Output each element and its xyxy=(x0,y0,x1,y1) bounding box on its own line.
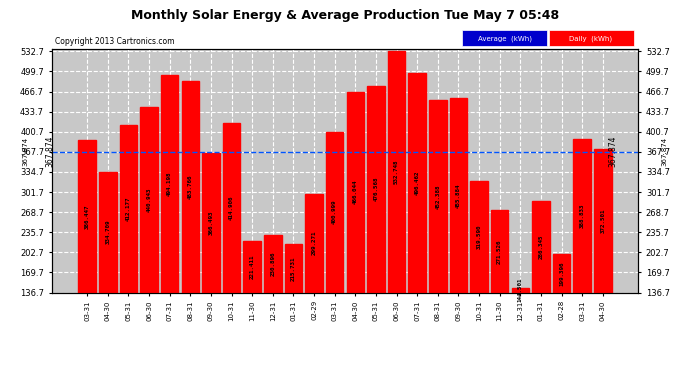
Bar xyxy=(99,172,117,292)
Text: 494.198: 494.198 xyxy=(167,171,172,196)
Bar xyxy=(140,107,158,292)
Text: 221.411: 221.411 xyxy=(250,255,255,279)
Text: 367.874: 367.874 xyxy=(22,137,28,166)
Text: 412.177: 412.177 xyxy=(126,196,131,221)
Text: 367.874: 367.874 xyxy=(662,137,668,166)
Text: 386.447: 386.447 xyxy=(85,204,90,229)
Bar xyxy=(326,132,344,292)
Text: 319.590: 319.590 xyxy=(477,225,482,249)
Text: 400.999: 400.999 xyxy=(332,200,337,224)
Text: 414.906: 414.906 xyxy=(229,195,234,220)
Bar xyxy=(553,254,571,292)
Text: 144.501: 144.501 xyxy=(518,278,523,302)
Text: 230.896: 230.896 xyxy=(270,252,275,276)
Bar xyxy=(532,201,550,292)
Text: 483.766: 483.766 xyxy=(188,175,193,199)
Bar xyxy=(223,123,240,292)
Text: 334.709: 334.709 xyxy=(106,220,110,245)
Text: 388.833: 388.833 xyxy=(580,204,584,228)
Bar xyxy=(244,241,261,292)
Text: 367.874: 367.874 xyxy=(46,136,55,168)
Bar xyxy=(79,140,96,292)
Text: 496.462: 496.462 xyxy=(415,171,420,195)
Text: 440.943: 440.943 xyxy=(146,188,152,212)
Bar xyxy=(408,74,426,292)
Bar xyxy=(285,244,302,292)
Text: 215.731: 215.731 xyxy=(291,256,296,281)
Text: 367.874: 367.874 xyxy=(609,136,618,168)
Bar xyxy=(573,139,591,292)
Text: 455.884: 455.884 xyxy=(456,183,461,208)
FancyBboxPatch shape xyxy=(462,30,547,46)
Text: 299.271: 299.271 xyxy=(312,231,317,255)
Text: 476.568: 476.568 xyxy=(373,177,378,201)
Bar xyxy=(429,100,446,292)
Bar xyxy=(305,194,323,292)
Text: 286.345: 286.345 xyxy=(538,235,544,259)
Text: 199.396: 199.396 xyxy=(559,261,564,286)
Text: 372.501: 372.501 xyxy=(600,209,605,233)
Text: 271.526: 271.526 xyxy=(497,239,502,264)
Bar xyxy=(119,125,137,292)
Bar xyxy=(471,181,488,292)
FancyBboxPatch shape xyxy=(549,30,633,46)
Bar xyxy=(367,86,385,292)
Bar xyxy=(346,92,364,292)
Text: Monthly Solar Energy & Average Production Tue May 7 05:48: Monthly Solar Energy & Average Productio… xyxy=(131,9,559,22)
Text: 452.388: 452.388 xyxy=(435,184,440,209)
Text: Daily  (kWh): Daily (kWh) xyxy=(569,35,613,42)
Bar xyxy=(264,235,282,292)
Bar xyxy=(491,210,509,292)
Bar xyxy=(161,75,179,292)
Text: Average  (kWh): Average (kWh) xyxy=(477,35,532,42)
Bar xyxy=(181,81,199,292)
Bar xyxy=(450,98,467,292)
Text: 466.044: 466.044 xyxy=(353,180,358,204)
Text: Copyright 2013 Cartronics.com: Copyright 2013 Cartronics.com xyxy=(55,38,174,46)
Bar xyxy=(511,288,529,292)
Bar xyxy=(202,153,219,292)
Bar xyxy=(594,149,611,292)
Text: 532.748: 532.748 xyxy=(394,160,399,184)
Bar xyxy=(388,51,405,292)
Text: 366.493: 366.493 xyxy=(208,210,213,235)
